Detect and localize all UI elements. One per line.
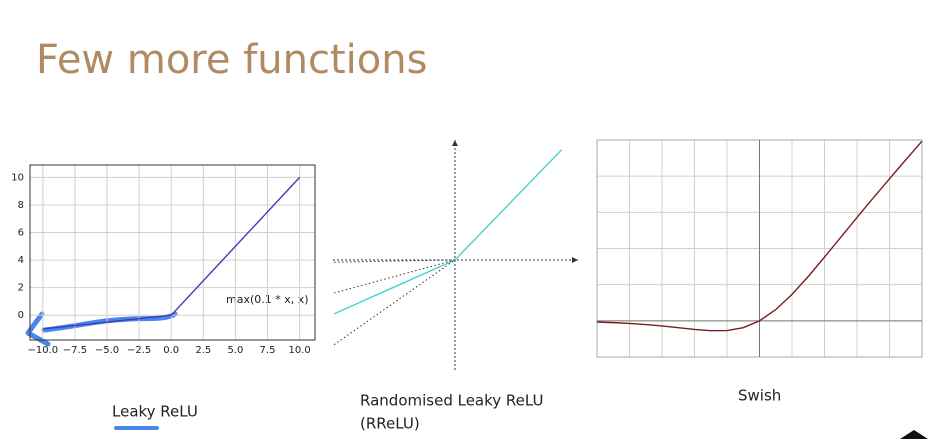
caption: Swish bbox=[738, 387, 781, 405]
y-tick-label: 10 bbox=[11, 172, 24, 183]
y-axis-arrow bbox=[451, 140, 458, 146]
y-tick-label: 6 bbox=[18, 228, 24, 239]
plot-frame bbox=[29, 164, 316, 341]
series-line bbox=[333, 259, 456, 294]
series-line bbox=[42, 176, 301, 330]
series-line bbox=[333, 149, 563, 315]
x-tick-label: 5.0 bbox=[227, 345, 243, 356]
x-tick-label: 0.0 bbox=[163, 345, 179, 356]
x-axis-arrow bbox=[572, 256, 578, 263]
y-tick-label: 0 bbox=[18, 310, 24, 321]
caption: (RReLU) bbox=[360, 415, 420, 433]
slide-title: Few more functions bbox=[36, 37, 427, 83]
x-tick-label: −2.5 bbox=[127, 345, 151, 356]
x-tick-label: 7.5 bbox=[260, 345, 276, 356]
x-tick-label: −7.5 bbox=[63, 345, 87, 356]
charts: −10.0 −7.5 −5.0 −2.5 0.0 2.5 5.0 7.5 10.0 0 2 4 6 8 10 bbox=[11, 139, 923, 370]
x-tick-label: −5.0 bbox=[95, 345, 119, 356]
caption: Randomised Leaky ReLU bbox=[360, 392, 543, 410]
caption: Leaky ReLU bbox=[112, 403, 198, 421]
x-tick-label: 10.0 bbox=[288, 345, 310, 356]
corner-mark bbox=[900, 430, 928, 439]
y-tick-label: 8 bbox=[18, 200, 24, 211]
x-tick-label: −10.0 bbox=[28, 345, 59, 356]
y-tick-label: 2 bbox=[18, 283, 24, 294]
series-line bbox=[334, 259, 455, 263]
series-line bbox=[333, 259, 456, 346]
y-tick-label: 4 bbox=[18, 255, 24, 266]
series-line bbox=[596, 140, 923, 332]
x-tick-label: 2.5 bbox=[195, 345, 211, 356]
